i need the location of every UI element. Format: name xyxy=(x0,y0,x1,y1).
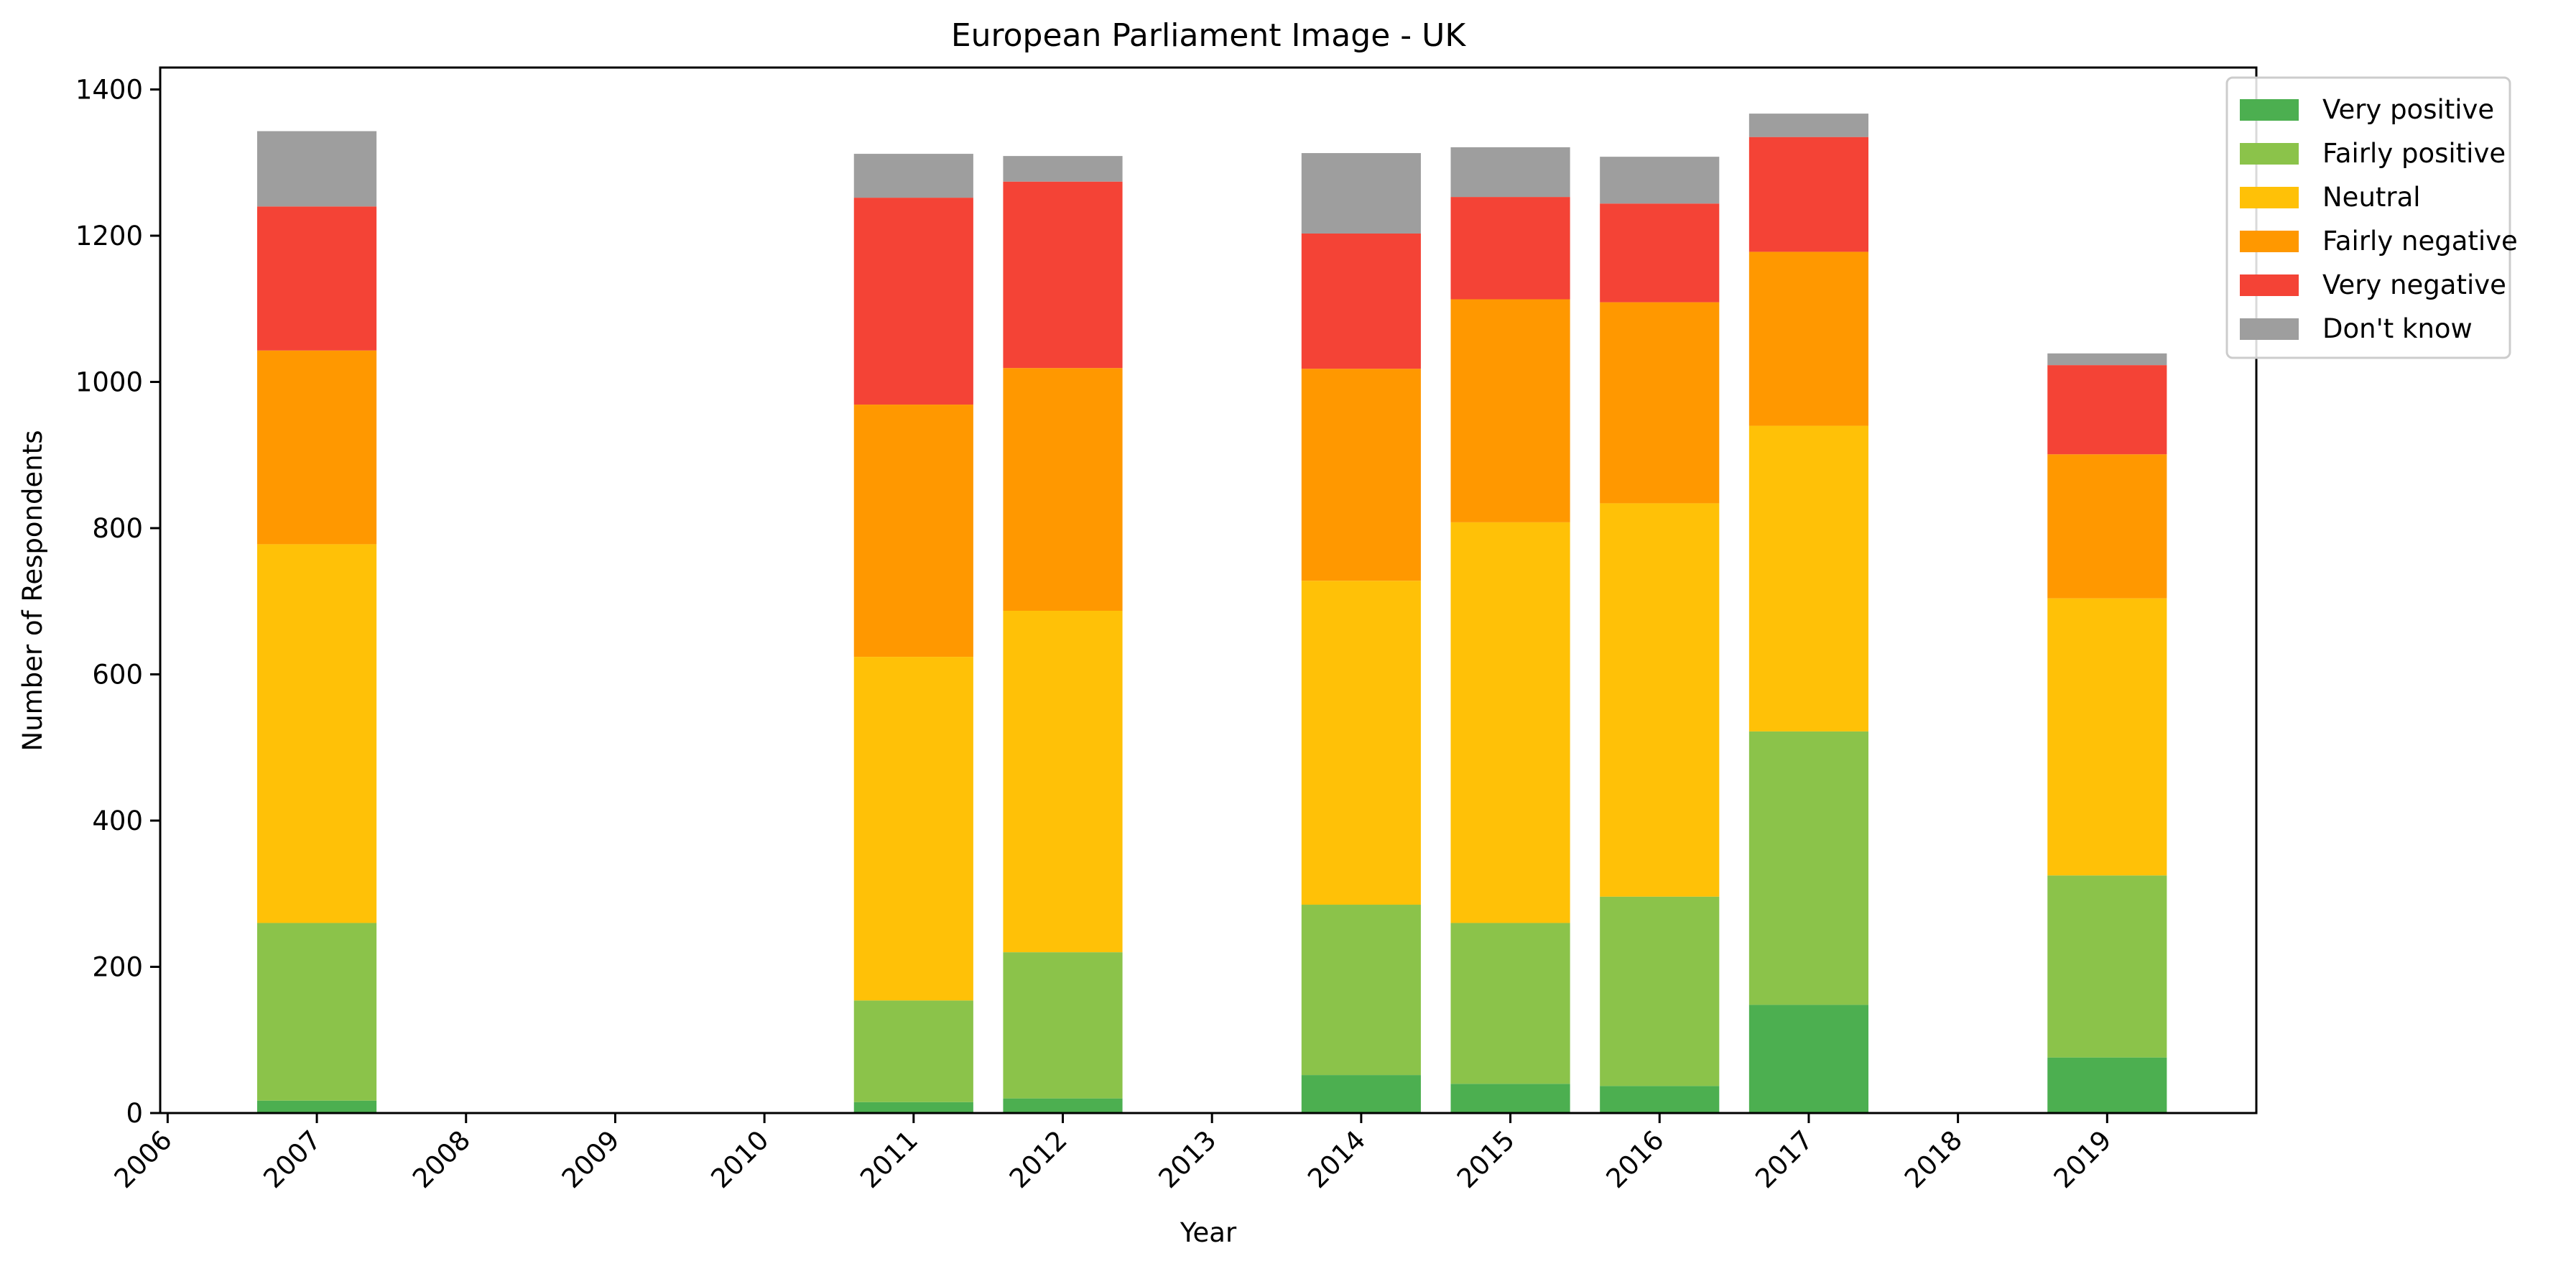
bar-2016-fairly-negative xyxy=(1600,302,1720,504)
bar-2012-fairly-positive xyxy=(1003,952,1123,1099)
bar-2016-neutral xyxy=(1600,503,1720,897)
y-tick-label: 1200 xyxy=(75,221,143,251)
bar-2016-fairly-positive xyxy=(1600,896,1720,1086)
x-tick-label: 2011 xyxy=(854,1125,924,1194)
bar-2015-very-positive xyxy=(1450,1084,1570,1113)
legend-label-neutral: Neutral xyxy=(2322,182,2421,213)
x-tick-label: 2014 xyxy=(1302,1125,1371,1194)
legend-swatch-very-negative xyxy=(2240,274,2299,296)
y-axis: 0 200 400 600 800 1000 1200 1400 xyxy=(75,75,160,1129)
bar-2012-very-positive xyxy=(1003,1098,1123,1113)
bar-2015-fairly-negative xyxy=(1450,299,1570,522)
x-tick-label: 2018 xyxy=(1899,1125,1968,1194)
bar-2015-don-t-know xyxy=(1450,147,1570,198)
bar-2019-don-t-know xyxy=(2047,353,2167,366)
bar-2019-very-positive xyxy=(2047,1057,2167,1113)
legend-swatch-fairly-negative xyxy=(2240,231,2299,252)
bar-2016-very-positive xyxy=(1600,1086,1720,1113)
bar-2007-fairly-positive xyxy=(256,923,377,1101)
bar-2019-very-negative xyxy=(2047,365,2167,455)
legend-label-fairly-negative: Fairly negative xyxy=(2322,226,2518,257)
legend-swatch-fairly-positive xyxy=(2240,143,2299,165)
bar-2017-very-positive xyxy=(1748,1005,1869,1113)
bar-2017-fairly-positive xyxy=(1748,731,1869,1005)
bar-2016-don-t-know xyxy=(1600,157,1720,204)
x-tick-label: 2017 xyxy=(1749,1125,1819,1194)
y-tick-label: 800 xyxy=(92,513,143,544)
bar-2011-fairly-negative xyxy=(853,405,973,657)
bar-2017-fairly-negative xyxy=(1748,251,1869,426)
y-tick-label: 200 xyxy=(92,952,143,983)
x-tick-label: 2008 xyxy=(407,1125,476,1194)
y-tick-label: 0 xyxy=(126,1098,143,1129)
bar-2014-very-negative xyxy=(1301,233,1421,369)
bar-2014-very-positive xyxy=(1301,1075,1421,1113)
bar-2014-fairly-negative xyxy=(1301,369,1421,581)
legend-label-very-positive: Very positive xyxy=(2322,94,2494,125)
bar-2014-fairly-positive xyxy=(1301,905,1421,1076)
legend-swatch-very-positive xyxy=(2240,99,2299,121)
bar-2017-neutral xyxy=(1748,425,1869,731)
bar-2017-very-negative xyxy=(1748,137,1869,252)
bar-2007-very-negative xyxy=(256,206,377,351)
bar-2012-very-negative xyxy=(1003,181,1123,369)
bar-2017-don-t-know xyxy=(1748,114,1869,137)
x-tick-label: 2016 xyxy=(1600,1125,1670,1194)
x-tick-label: 2013 xyxy=(1153,1125,1223,1194)
bar-2011-neutral xyxy=(853,657,973,1001)
bar-2016-very-negative xyxy=(1600,203,1720,303)
bar-2012-neutral xyxy=(1003,610,1123,953)
bar-2019-neutral xyxy=(2047,598,2167,876)
x-axis: 2006 2007 2008 2009 2010 2011 2012 2013 2014 2015… xyxy=(108,1113,2118,1194)
x-tick-label: 2010 xyxy=(705,1125,775,1194)
y-tick-label: 1000 xyxy=(75,367,143,398)
legend: Very positive Fairly positive Neutral Fairl… xyxy=(2225,76,2518,359)
bar-2011-don-t-know xyxy=(853,154,973,198)
x-tick-label: 2006 xyxy=(108,1125,178,1194)
bar-2015-very-negative xyxy=(1450,197,1570,300)
bar-2012-fairly-negative xyxy=(1003,368,1123,611)
x-tick-label: 2019 xyxy=(2048,1125,2118,1194)
bar-2011-very-negative xyxy=(853,198,973,405)
legend-label-fairly-positive: Fairly positive xyxy=(2322,138,2506,169)
bar-2007-neutral xyxy=(256,544,377,923)
legend-label-don-t-know: Don't know xyxy=(2322,313,2473,344)
bar-2011-fairly-positive xyxy=(853,1000,973,1102)
x-tick-label: 2015 xyxy=(1451,1125,1521,1194)
legend-swatch-neutral xyxy=(2240,187,2299,208)
bar-2007-don-t-know xyxy=(256,131,377,207)
legend-label-very-negative: Very negative xyxy=(2322,269,2506,300)
bar-2007-very-positive xyxy=(256,1100,377,1113)
x-tick-label: 2009 xyxy=(556,1125,626,1194)
bar-2019-fairly-positive xyxy=(2047,875,2167,1058)
x-tick-label: 2007 xyxy=(257,1125,327,1194)
bar-2014-don-t-know xyxy=(1301,153,1421,234)
plot-frame xyxy=(159,66,2258,1114)
y-tick-label: 1400 xyxy=(75,75,143,106)
legend-swatch-don-t-know xyxy=(2240,318,2299,340)
bar-2015-neutral xyxy=(1450,522,1570,923)
bar-2007-fairly-negative xyxy=(256,350,377,545)
y-tick-label: 400 xyxy=(92,806,143,836)
bar-2012-don-t-know xyxy=(1003,156,1123,182)
bar-2015-fairly-positive xyxy=(1450,923,1570,1084)
bars-layer xyxy=(256,114,2167,1113)
y-axis-label: Number of Respondents xyxy=(17,430,48,752)
bar-2011-very-positive xyxy=(853,1102,973,1113)
x-tick-label: 2012 xyxy=(1004,1125,1073,1194)
chart-title: European Parliament Image - UK xyxy=(951,17,1467,54)
bar-2014-neutral xyxy=(1301,581,1421,905)
bar-2019-fairly-negative xyxy=(2047,454,2167,599)
y-tick-label: 600 xyxy=(92,660,143,691)
x-axis-label: Year xyxy=(1180,1217,1237,1248)
